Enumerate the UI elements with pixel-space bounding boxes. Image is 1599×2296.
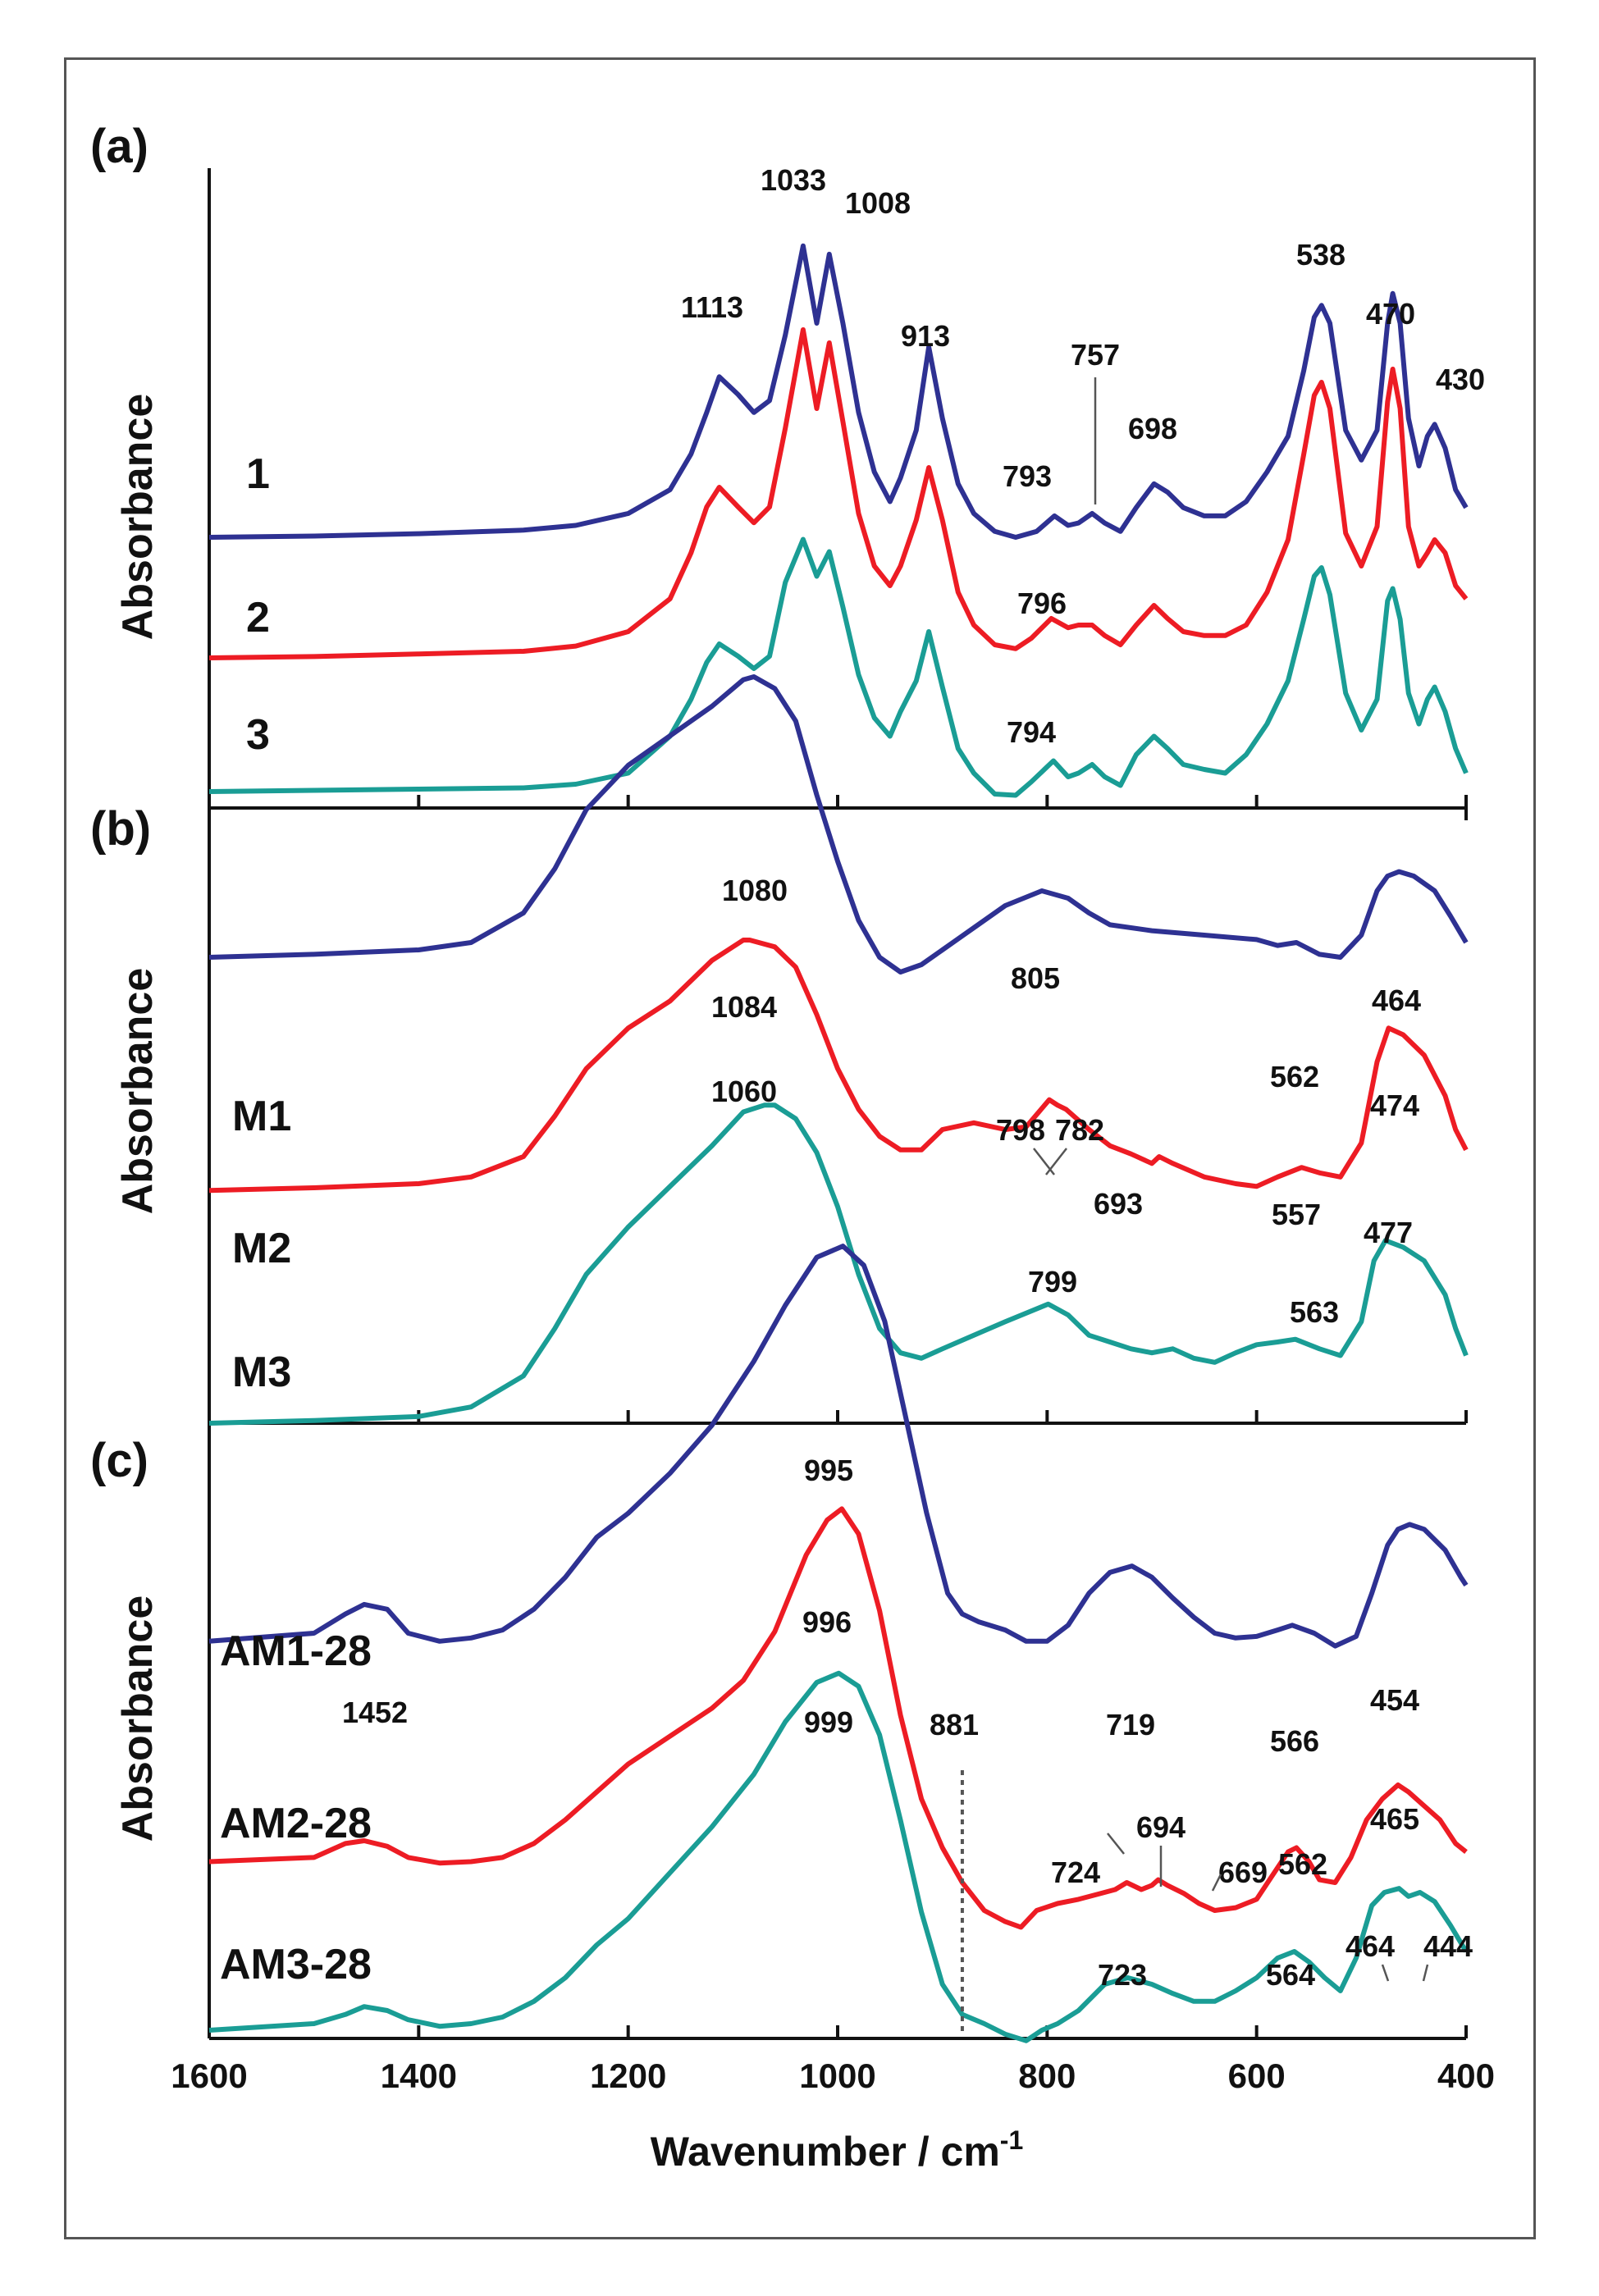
peak-label-1-799: 799 xyxy=(1028,1265,1077,1299)
series-line-m1 xyxy=(208,674,1469,975)
series-label-m3: M3 xyxy=(232,1349,291,1396)
peak-label-2-996: 996 xyxy=(802,1605,852,1639)
peak-label-1-563: 563 xyxy=(1290,1295,1339,1329)
y-axis-label-0: Absorbance xyxy=(114,394,162,641)
peak-label-2-881: 881 xyxy=(930,1708,979,1741)
y-axis-label-2: Absorbance xyxy=(114,1595,162,1842)
peak-label-2-999: 999 xyxy=(804,1705,853,1739)
peak-label-1-464: 464 xyxy=(1372,984,1421,1017)
peak-label-2-669: 669 xyxy=(1218,1856,1268,1889)
leader-444 xyxy=(1422,1964,1429,1982)
series-line-m3 xyxy=(208,1102,1469,1426)
peak-label-0-538: 538 xyxy=(1296,238,1345,272)
peak-label-1-1084: 1084 xyxy=(711,990,777,1024)
panel-label-2: (c) xyxy=(90,1434,148,1487)
x-tick-label-800: 800 xyxy=(1018,2056,1076,2095)
series-label-am1-28: AM1-28 xyxy=(220,1627,372,1675)
series-line-3 xyxy=(208,536,1469,798)
peak-label-0-913: 913 xyxy=(901,319,950,353)
x-tick-label-1400: 1400 xyxy=(381,2056,457,2095)
peak-label-2-464: 464 xyxy=(1345,1929,1395,1963)
panel-b xyxy=(208,674,1469,1426)
series-label-1: 1 xyxy=(246,450,270,498)
peak-label-2-562: 562 xyxy=(1278,1847,1327,1881)
peak-label-0-698: 698 xyxy=(1128,412,1177,445)
peak-label-1-1060: 1060 xyxy=(711,1075,777,1108)
peak-label-2-564: 564 xyxy=(1266,1958,1315,1992)
leader-782 xyxy=(1045,1148,1067,1175)
peak-label-0-1008: 1008 xyxy=(845,186,911,220)
axes xyxy=(208,168,1468,2040)
peak-label-1-805: 805 xyxy=(1011,961,1060,995)
series-label-am2-28: AM2-28 xyxy=(220,1800,372,1847)
series-line-1 xyxy=(208,243,1469,540)
x-tick-label-600: 600 xyxy=(1228,2056,1286,2095)
peak-label-2-694: 694 xyxy=(1136,1810,1186,1844)
leader-798 xyxy=(1033,1148,1055,1175)
panel-label-1: (b) xyxy=(90,802,151,856)
figure-frame xyxy=(64,57,1536,2239)
leader-464 xyxy=(1381,1964,1390,1982)
series-label-2: 2 xyxy=(246,594,270,641)
peak-label-1-562: 562 xyxy=(1270,1060,1319,1093)
series-label-m2: M2 xyxy=(232,1225,291,1272)
peak-label-0-430: 430 xyxy=(1436,363,1485,396)
panel-c xyxy=(208,1244,1469,2043)
leader-669 xyxy=(1211,1874,1222,1892)
x-tick-label-1000: 1000 xyxy=(799,2056,875,2095)
peak-label-1-477: 477 xyxy=(1364,1216,1413,1249)
leader-724 xyxy=(1107,1833,1125,1855)
panel-a xyxy=(208,243,1469,798)
series-line-m2 xyxy=(208,938,1469,1194)
x-tick-label-400: 400 xyxy=(1437,2056,1495,2095)
peak-label-0-794: 794 xyxy=(1007,715,1056,749)
x-tick-label-1600: 1600 xyxy=(171,2056,247,2095)
peak-label-2-454: 454 xyxy=(1370,1683,1419,1717)
peak-label-0-757: 757 xyxy=(1071,338,1120,372)
y-axis-label-1: Absorbance xyxy=(114,968,162,1215)
peak-label-0-793: 793 xyxy=(1003,459,1052,493)
peak-label-2-723: 723 xyxy=(1098,1958,1147,1992)
peak-label-1-557: 557 xyxy=(1272,1198,1321,1231)
series-line-am1-28 xyxy=(208,1244,1469,1649)
peak-label-2-465: 465 xyxy=(1370,1802,1419,1836)
x-tick-label-1200: 1200 xyxy=(590,2056,666,2095)
x-axis-label: Wavenumber / cm-1 xyxy=(651,2125,1024,2175)
peak-label-0-1113: 1113 xyxy=(681,290,743,324)
peak-label-1-798: 798 xyxy=(996,1113,1045,1147)
series-line-am2-28 xyxy=(208,1506,1468,1930)
series-line-am3-28 xyxy=(208,1670,1469,2043)
peak-label-0-796: 796 xyxy=(1017,587,1067,620)
peak-label-2-1452: 1452 xyxy=(342,1696,408,1729)
series-label-am3-28: AM3-28 xyxy=(220,1941,372,1988)
panel-label-0: (a) xyxy=(90,120,148,173)
peak-label-1-1080: 1080 xyxy=(722,874,788,907)
peak-label-2-444: 444 xyxy=(1423,1929,1473,1963)
peak-label-1-693: 693 xyxy=(1094,1187,1143,1221)
series-label-m1: M1 xyxy=(232,1093,291,1140)
peak-label-1-474: 474 xyxy=(1370,1089,1419,1122)
series-line-2 xyxy=(208,327,1469,660)
peak-label-0-470: 470 xyxy=(1366,297,1415,331)
peak-label-2-719: 719 xyxy=(1106,1708,1155,1741)
peak-label-0-1033: 1033 xyxy=(761,163,826,197)
peak-label-2-566: 566 xyxy=(1270,1724,1319,1758)
peak-label-2-995: 995 xyxy=(804,1454,853,1487)
series-label-3: 3 xyxy=(246,711,270,759)
peak-label-1-782: 782 xyxy=(1055,1113,1104,1147)
peak-label-2-724: 724 xyxy=(1051,1856,1100,1889)
